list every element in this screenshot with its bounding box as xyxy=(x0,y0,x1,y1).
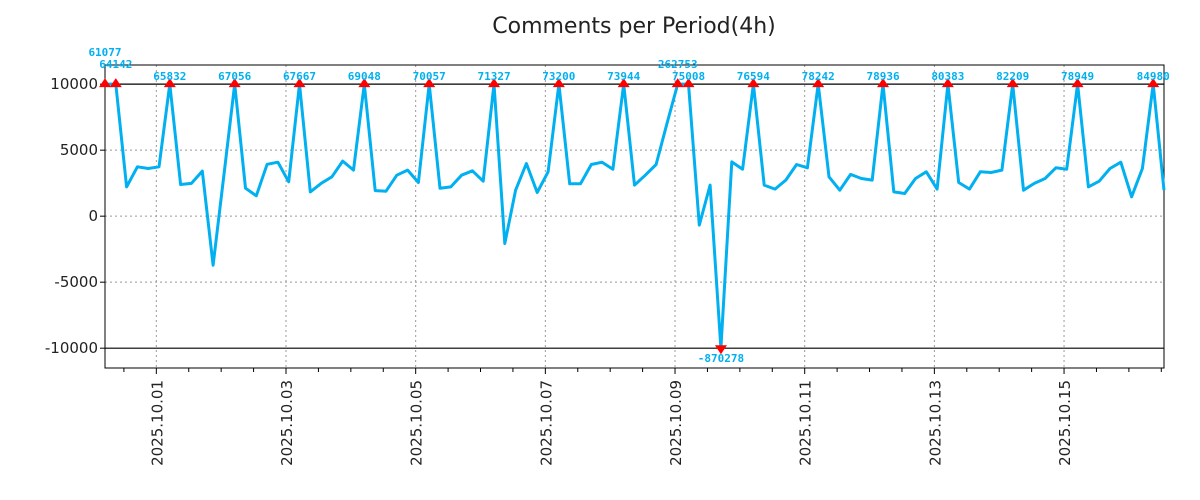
peak-marker xyxy=(423,78,436,88)
point-value-label: 73944 xyxy=(607,70,640,83)
y-tick-label: 0 xyxy=(88,207,98,225)
peak-marker xyxy=(488,78,501,88)
x-tick-label: 2025.10.11 xyxy=(797,380,815,466)
peak-marker xyxy=(358,78,371,88)
peak-marker xyxy=(671,78,684,88)
point-value-label: 82209 xyxy=(996,70,1029,83)
point-value-label: 76594 xyxy=(737,70,770,83)
y-tick-label: 5000 xyxy=(60,141,98,159)
peak-marker xyxy=(617,78,630,88)
peak-marker xyxy=(109,78,122,88)
point-value-label: 70057 xyxy=(413,70,446,83)
x-tick-label: 2025.10.03 xyxy=(278,380,296,466)
point-value-label: 67667 xyxy=(283,70,316,83)
y-tick-label: -10000 xyxy=(45,339,98,357)
point-value-label: 84980 xyxy=(1137,70,1170,83)
point-value-label: 69048 xyxy=(348,70,381,83)
point-value-label: 75008 xyxy=(672,70,705,83)
peak-marker xyxy=(812,78,825,88)
point-value-label: 78936 xyxy=(866,70,899,83)
point-value-label: 78242 xyxy=(802,70,835,83)
x-tick-label: 2025.10.07 xyxy=(537,380,555,466)
peak-marker xyxy=(1147,78,1160,88)
x-tick-label: 2025.10.09 xyxy=(667,380,685,466)
plot-frame xyxy=(104,64,1165,369)
peak-marker xyxy=(1006,78,1019,88)
peak-marker xyxy=(163,78,176,88)
x-tick-label: 2025.10.05 xyxy=(408,380,426,466)
peak-marker xyxy=(877,78,890,88)
peak-marker xyxy=(941,78,954,88)
point-value-label: 61077 xyxy=(88,46,121,59)
data-series-line xyxy=(105,82,1166,350)
point-value-label: 71327 xyxy=(477,70,510,83)
trough-marker xyxy=(714,345,727,355)
point-value-label: 78949 xyxy=(1061,70,1094,83)
peak-marker xyxy=(293,78,306,88)
point-value-label: 64142 xyxy=(99,58,132,71)
peak-marker xyxy=(747,78,760,88)
chart-title: Comments per Period(4h) xyxy=(492,14,776,39)
point-value-label: -870278 xyxy=(698,352,744,365)
x-tick-label: 2025.10.13 xyxy=(926,380,944,466)
point-value-label: 262753 xyxy=(658,58,698,71)
x-tick-label: 2025.10.15 xyxy=(1056,380,1074,466)
point-value-label: 67056 xyxy=(218,70,251,83)
peak-marker xyxy=(1071,78,1084,88)
point-value-label: 80383 xyxy=(931,70,964,83)
peak-marker xyxy=(228,78,241,88)
point-value-label: 65832 xyxy=(153,70,186,83)
point-value-label: 73200 xyxy=(542,70,575,83)
peak-marker xyxy=(99,78,111,88)
x-tick-label: 2025.10.01 xyxy=(148,380,166,466)
y-tick-label: 10000 xyxy=(50,75,98,93)
peak-marker xyxy=(682,78,695,88)
y-tick-label: -5000 xyxy=(54,273,98,291)
peak-marker xyxy=(552,78,565,88)
